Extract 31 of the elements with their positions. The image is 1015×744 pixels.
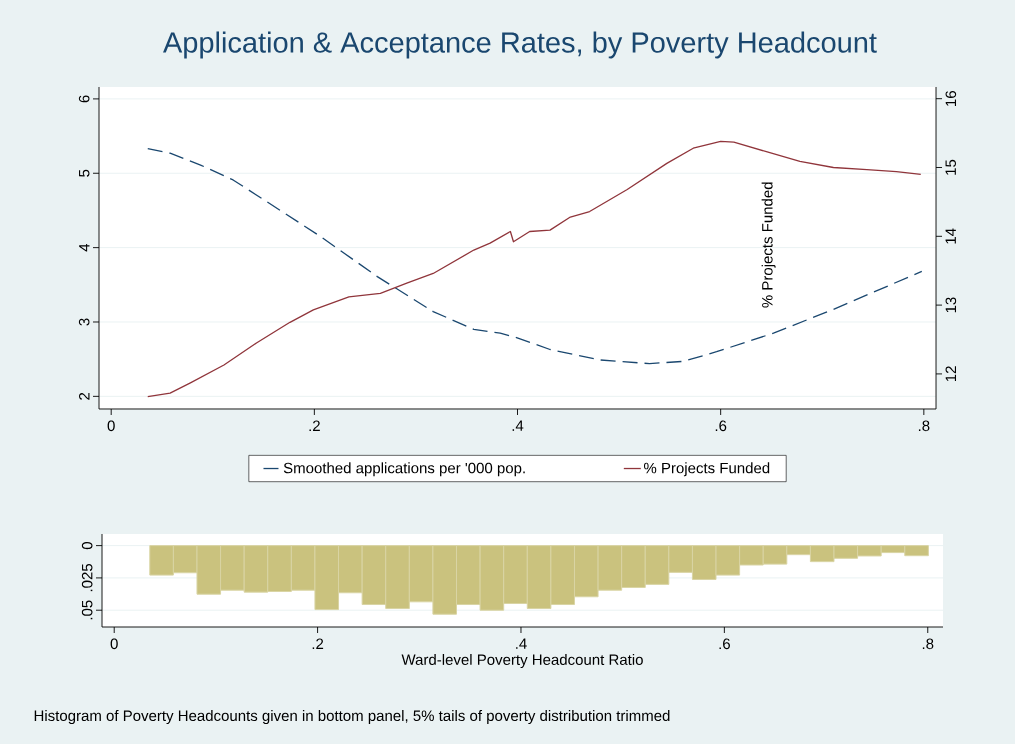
x-tick-label: .2 xyxy=(312,638,324,649)
x-tick-label: .8 xyxy=(918,420,930,432)
x-tick-label: .6 xyxy=(719,638,730,650)
y-tick-label: 5 xyxy=(79,169,90,177)
x-tick-label: .8 xyxy=(922,638,934,650)
chart-title: Application & Acceptance Rates, by Poverty Headcount xyxy=(163,31,877,59)
y2-tick-label: 13 xyxy=(945,297,957,313)
y-tick-label: 4 xyxy=(79,243,90,252)
y-tick-label: .05 xyxy=(81,600,93,620)
legend-label: % Projects Funded xyxy=(643,462,770,477)
y-tick-label: 2 xyxy=(79,392,90,400)
y2-tick-label: 15 xyxy=(945,159,956,175)
y2-axis-title: % Projects Funded xyxy=(761,182,776,308)
y-tick-label: 0 xyxy=(81,542,93,550)
y-tick-label: 3 xyxy=(78,318,90,326)
x-tick-label: .4 xyxy=(516,638,527,649)
y2-tick-label: 12 xyxy=(945,366,957,382)
y-tick-label: .025 xyxy=(81,563,93,592)
y2-tick-label: 16 xyxy=(945,91,957,106)
x-tick-label: .2 xyxy=(309,420,320,431)
x-tick-label: 0 xyxy=(107,420,115,432)
text: Histogram of Poverty Headcounts given in bottom panel, 5% tails of poverty distribution trimmed xyxy=(34,710,670,724)
line-series xyxy=(147,140,922,398)
y2-tick-label: 14 xyxy=(945,228,956,244)
y-tick-label: 6 xyxy=(78,95,90,103)
x-tick-label: .6 xyxy=(715,420,727,432)
line-series xyxy=(147,148,923,365)
legend-label: Smoothed applications per '000 pop. xyxy=(283,462,525,477)
x-axis-title: Ward-level Poverty Headcount Ratio xyxy=(401,653,643,668)
x-tick-label: 0 xyxy=(110,638,118,650)
x-tick-label: .4 xyxy=(512,420,524,431)
